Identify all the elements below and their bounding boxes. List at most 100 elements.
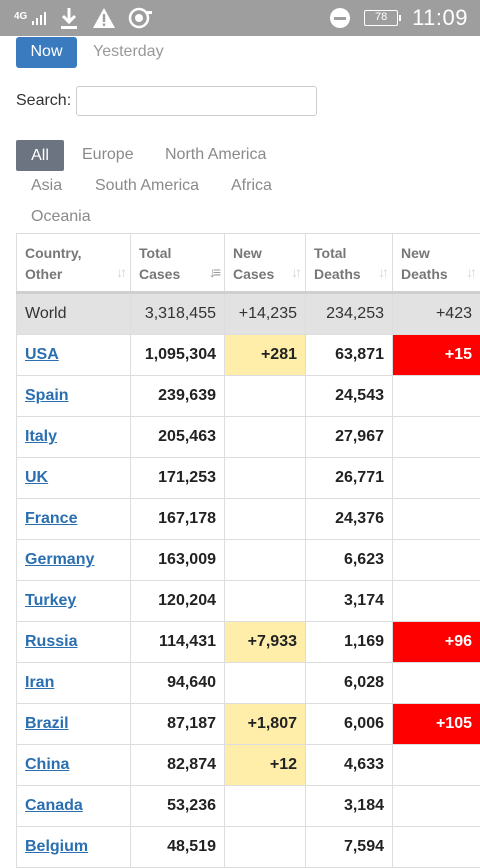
new-cases-cell bbox=[224, 376, 305, 416]
new-deaths-cell bbox=[392, 458, 480, 498]
country-name[interactable]: France bbox=[25, 510, 78, 527]
total-cases-cell: 239,639 bbox=[130, 376, 224, 416]
table-row: Canada 53,236 3,184 bbox=[16, 786, 480, 827]
new-cases-cell: +12 bbox=[224, 745, 305, 785]
world-name: World bbox=[16, 294, 130, 334]
new-deaths-cell: +96 bbox=[392, 622, 480, 662]
total-deaths-cell: 63,871 bbox=[305, 335, 392, 375]
total-deaths-cell: 1,169 bbox=[305, 622, 392, 662]
total-cases-cell: 171,253 bbox=[130, 458, 224, 498]
world-new-cases: +14,235 bbox=[224, 294, 305, 334]
new-deaths-cell bbox=[392, 663, 480, 703]
country-name[interactable]: Iran bbox=[25, 674, 55, 691]
total-cases-cell: 94,640 bbox=[130, 663, 224, 703]
new-cases-cell bbox=[224, 417, 305, 457]
table-row: China 82,874 +12 4,633 bbox=[16, 745, 480, 786]
table-row: Turkey 120,204 3,174 bbox=[16, 581, 480, 622]
header-label: Deaths bbox=[314, 266, 361, 282]
total-deaths-cell: 3,184 bbox=[305, 786, 392, 826]
country-link[interactable]: Iran bbox=[16, 663, 130, 703]
camera-icon bbox=[128, 7, 153, 29]
country-link[interactable]: Italy bbox=[16, 417, 130, 457]
region-tab-north-america[interactable]: North America bbox=[165, 146, 267, 163]
country-name[interactable]: Belgium bbox=[25, 838, 89, 855]
total-deaths-cell: 24,376 bbox=[305, 499, 392, 539]
search-input[interactable] bbox=[76, 86, 317, 116]
table-header: Country, Other ↓↑ Total Cases ↓≡ New Cas… bbox=[16, 234, 480, 294]
clock: 11:09 bbox=[412, 5, 468, 30]
country-link[interactable]: USA bbox=[16, 335, 130, 375]
header-total-deaths[interactable]: Total Deaths ↓↑ bbox=[305, 234, 392, 291]
country-name[interactable]: Turkey bbox=[25, 592, 77, 609]
region-tab-asia[interactable]: Asia bbox=[31, 177, 63, 194]
country-name[interactable]: USA bbox=[25, 346, 59, 363]
battery-level: 78 bbox=[374, 11, 388, 23]
country-link[interactable]: Russia bbox=[16, 622, 130, 662]
country-link[interactable]: Spain bbox=[16, 376, 130, 416]
yesterday-button[interactable]: Yesterday bbox=[93, 43, 164, 60]
network-indicator: 4G bbox=[14, 9, 47, 28]
new-cases-cell: +281 bbox=[224, 335, 305, 375]
header-new-cases[interactable]: New Cases ↓↑ bbox=[224, 234, 305, 291]
total-deaths-cell: 4,633 bbox=[305, 745, 392, 785]
new-deaths-cell bbox=[392, 581, 480, 621]
header-label: Cases bbox=[139, 266, 181, 282]
world-new-deaths: +423 bbox=[392, 294, 480, 334]
download-icon bbox=[61, 8, 78, 29]
total-deaths-cell: 3,174 bbox=[305, 581, 392, 621]
header-label: Other bbox=[25, 266, 63, 282]
world-total-cases: 3,318,455 bbox=[130, 294, 224, 334]
world-total-deaths: 234,253 bbox=[305, 294, 392, 334]
table-row: Spain 239,639 24,543 bbox=[16, 376, 480, 417]
country-link[interactable]: UK bbox=[16, 458, 130, 498]
region-tab-south-america[interactable]: South America bbox=[95, 177, 200, 194]
do-not-disturb-icon bbox=[330, 8, 351, 28]
new-cases-cell bbox=[224, 786, 305, 826]
search-label: Search: bbox=[16, 92, 72, 109]
new-cases-cell: +1,807 bbox=[224, 704, 305, 744]
total-cases-cell: 53,236 bbox=[130, 786, 224, 826]
region-tab-all[interactable]: All bbox=[16, 140, 64, 171]
status-bar: 4G 78 11:09 bbox=[0, 0, 480, 36]
country-link[interactable]: Brazil bbox=[16, 704, 130, 744]
sort-descending-icon: ↓≡ bbox=[208, 264, 221, 280]
country-name[interactable]: Brazil bbox=[25, 715, 69, 732]
header-new-deaths[interactable]: New Deaths ↓↑ bbox=[392, 234, 480, 291]
header-label: Deaths bbox=[401, 266, 448, 282]
header-country[interactable]: Country, Other ↓↑ bbox=[16, 234, 130, 291]
region-tab-oceania[interactable]: Oceania bbox=[31, 208, 91, 225]
new-deaths-cell: +105 bbox=[392, 704, 480, 744]
sort-icon: ↓↑ bbox=[291, 264, 302, 280]
table-row: UK 171,253 26,771 bbox=[16, 458, 480, 499]
country-link[interactable]: Germany bbox=[16, 540, 130, 580]
new-cases-cell bbox=[224, 499, 305, 539]
country-name[interactable]: Germany bbox=[25, 551, 95, 568]
table-row: France 167,178 24,376 bbox=[16, 499, 480, 540]
new-deaths-cell bbox=[392, 540, 480, 580]
country-link[interactable]: China bbox=[16, 745, 130, 785]
network-type: 4G bbox=[14, 10, 28, 22]
country-name[interactable]: UK bbox=[25, 469, 49, 486]
new-cases-cell bbox=[224, 581, 305, 621]
country-link[interactable]: Belgium bbox=[16, 827, 130, 867]
new-deaths-cell bbox=[392, 417, 480, 457]
country-name[interactable]: China bbox=[25, 756, 70, 773]
table-row: Russia 114,431 +7,933 1,169 +96 bbox=[16, 622, 480, 663]
region-tab-europe[interactable]: Europe bbox=[82, 146, 134, 163]
country-name[interactable]: Russia bbox=[25, 633, 78, 650]
country-link[interactable]: France bbox=[16, 499, 130, 539]
country-link[interactable]: Canada bbox=[16, 786, 130, 826]
country-name[interactable]: Spain bbox=[25, 387, 69, 404]
region-tab-africa[interactable]: Africa bbox=[231, 177, 272, 194]
country-link[interactable]: Turkey bbox=[16, 581, 130, 621]
country-name[interactable]: Italy bbox=[25, 428, 58, 445]
new-cases-cell bbox=[224, 827, 305, 867]
new-deaths-cell bbox=[392, 786, 480, 826]
total-cases-cell: 48,519 bbox=[130, 827, 224, 867]
header-label: New bbox=[401, 245, 430, 261]
total-deaths-cell: 6,006 bbox=[305, 704, 392, 744]
now-button[interactable]: Now bbox=[16, 37, 77, 68]
new-cases-cell bbox=[224, 663, 305, 703]
header-total-cases[interactable]: Total Cases ↓≡ bbox=[130, 234, 224, 291]
country-name[interactable]: Canada bbox=[25, 797, 83, 814]
